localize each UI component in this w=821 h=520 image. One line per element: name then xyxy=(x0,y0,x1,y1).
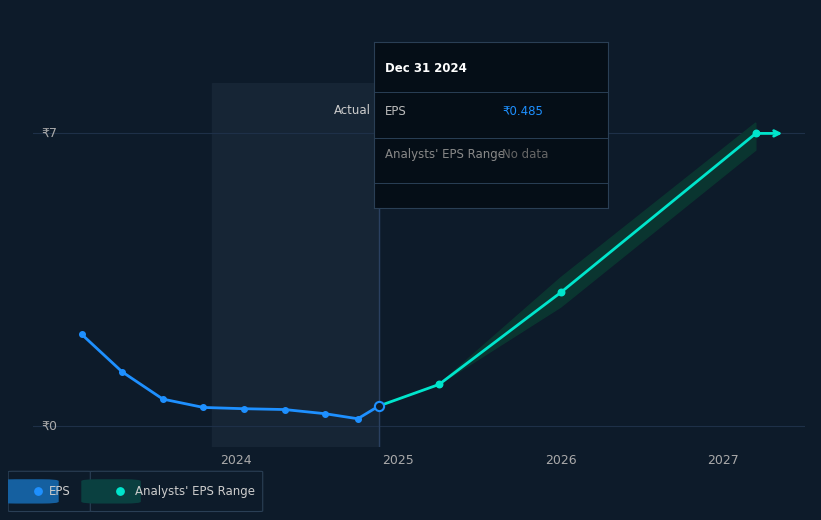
Text: Analysts' EPS Range: Analysts' EPS Range xyxy=(385,148,505,161)
Text: EPS: EPS xyxy=(385,105,407,118)
Point xyxy=(554,288,567,296)
Point xyxy=(750,129,763,138)
Text: ₹7: ₹7 xyxy=(41,127,57,140)
Point xyxy=(237,405,250,413)
FancyBboxPatch shape xyxy=(0,479,59,503)
Point xyxy=(433,380,446,388)
Point xyxy=(116,368,129,376)
Text: ₹0.485: ₹0.485 xyxy=(502,105,544,118)
Point xyxy=(197,404,210,412)
Text: Analysts' EPS Range: Analysts' EPS Range xyxy=(135,485,255,498)
Point xyxy=(351,414,365,423)
Point xyxy=(113,487,126,496)
FancyBboxPatch shape xyxy=(8,471,92,512)
Point xyxy=(156,395,169,403)
Text: Analysts Forecasts: Analysts Forecasts xyxy=(387,104,497,117)
FancyBboxPatch shape xyxy=(90,471,263,512)
Text: Dec 31 2024: Dec 31 2024 xyxy=(385,61,467,74)
Point xyxy=(31,487,44,496)
Point xyxy=(319,410,332,418)
Point xyxy=(75,330,88,339)
Text: EPS: EPS xyxy=(49,485,71,498)
Text: No data: No data xyxy=(502,148,548,161)
Text: Actual: Actual xyxy=(334,104,371,117)
Text: ₹0: ₹0 xyxy=(41,420,57,433)
Point xyxy=(373,402,386,410)
Point xyxy=(278,406,291,414)
FancyBboxPatch shape xyxy=(81,479,141,503)
Polygon shape xyxy=(379,123,756,406)
Bar xyxy=(212,83,379,447)
